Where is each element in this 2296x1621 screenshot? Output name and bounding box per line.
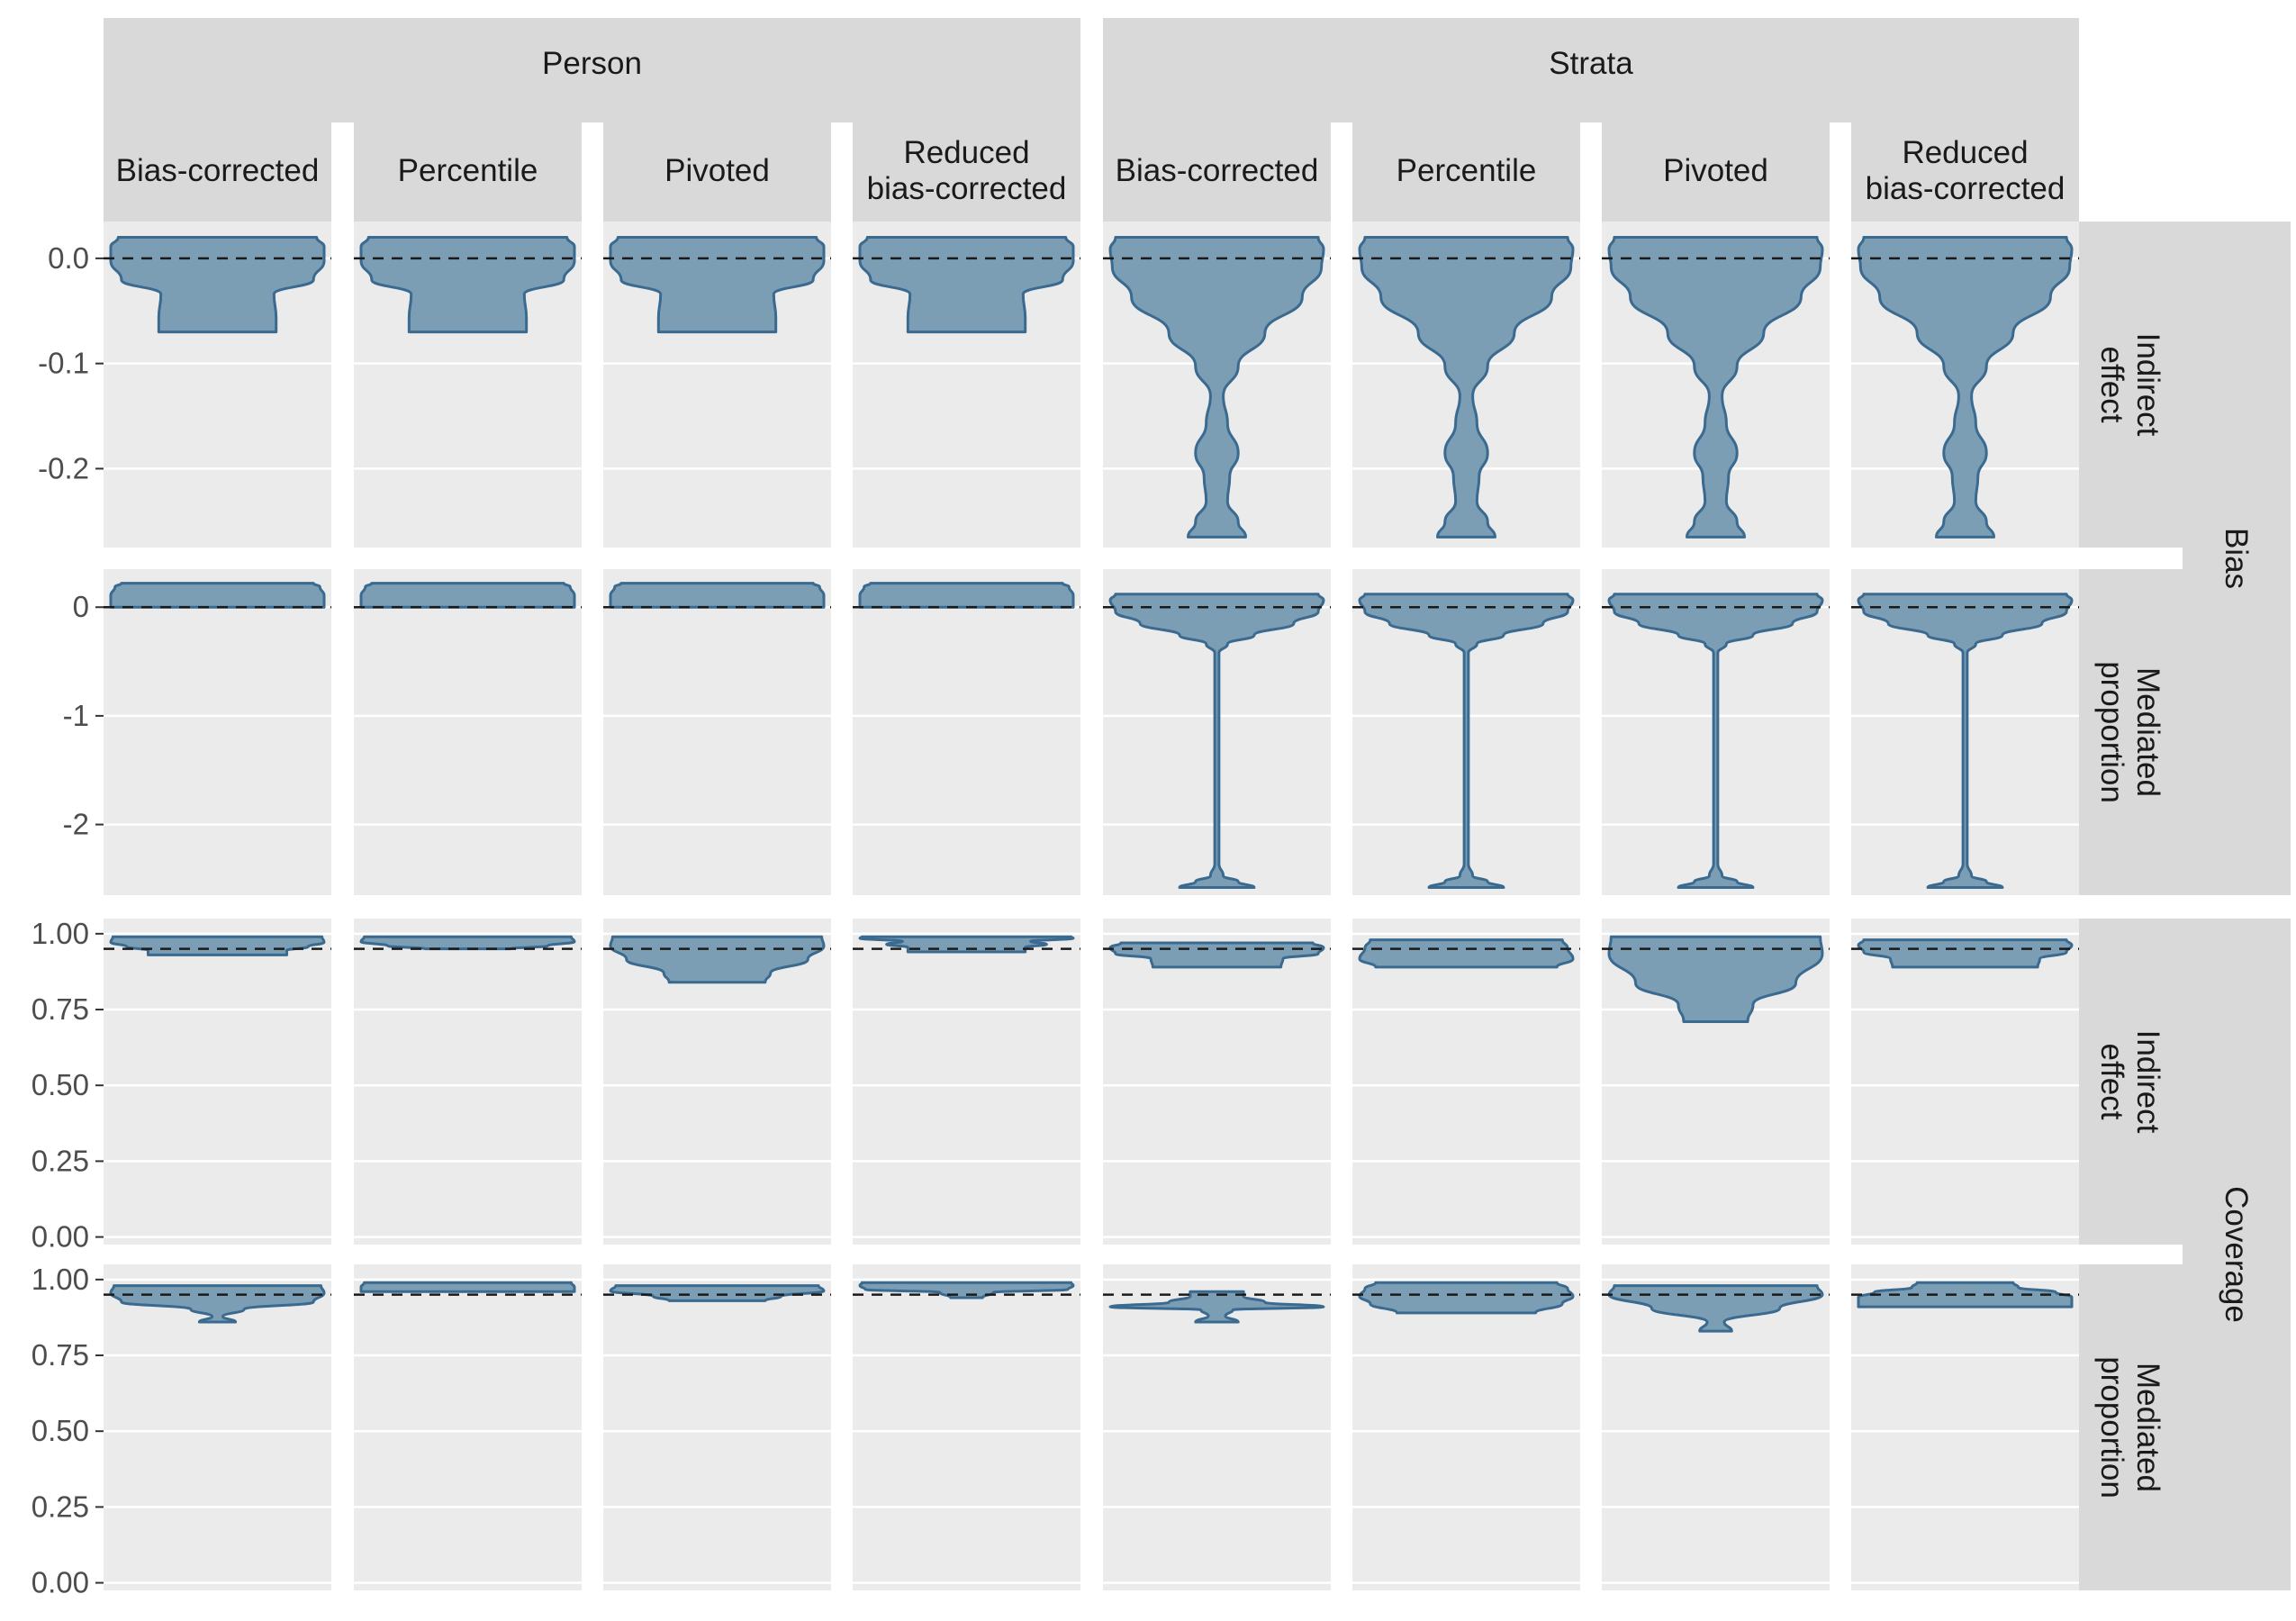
violin bbox=[609, 1284, 826, 1302]
violin bbox=[359, 236, 576, 334]
method-strip bbox=[603, 119, 831, 222]
violin bbox=[1108, 236, 1325, 539]
violin bbox=[858, 582, 1075, 609]
violin bbox=[1108, 593, 1325, 890]
method-strip bbox=[354, 119, 582, 222]
y-tick-label: 0.25 bbox=[32, 1144, 89, 1177]
violin bbox=[609, 236, 826, 334]
row-group-label: Coverage bbox=[2219, 1186, 2254, 1323]
y-tick-label: -1 bbox=[63, 699, 89, 732]
panel-background bbox=[1851, 919, 2079, 1245]
y-tick-label: 0.00 bbox=[32, 1220, 89, 1254]
violin bbox=[109, 582, 326, 609]
violin bbox=[858, 1281, 1075, 1300]
method-label: Percentile bbox=[1397, 153, 1537, 188]
y-tick-label: 0.0 bbox=[48, 241, 89, 275]
violin bbox=[1358, 938, 1575, 969]
violin bbox=[1607, 935, 1824, 1023]
violin bbox=[1857, 938, 2074, 969]
violin bbox=[858, 236, 1075, 334]
panel-background bbox=[603, 569, 831, 895]
y-tick-label: 0.75 bbox=[32, 992, 89, 1026]
y-tick-label: 0.25 bbox=[32, 1490, 89, 1523]
violin bbox=[1607, 593, 1824, 890]
panel-background bbox=[1103, 919, 1331, 1245]
method-label: Bias-corrected bbox=[1116, 153, 1319, 188]
panel-background bbox=[853, 1264, 1080, 1590]
col-group-strip bbox=[104, 18, 1080, 122]
method-strip bbox=[1352, 119, 1580, 222]
violin bbox=[1358, 236, 1575, 539]
method-strip bbox=[104, 119, 331, 222]
row-group-strip bbox=[2183, 222, 2291, 895]
y-tick-label: 1.00 bbox=[32, 917, 89, 950]
violin bbox=[1358, 1281, 1575, 1315]
row-strip bbox=[2078, 222, 2183, 548]
violin bbox=[359, 1281, 576, 1293]
panel-background bbox=[853, 919, 1080, 1245]
method-strip bbox=[1103, 119, 1331, 222]
violin bbox=[1607, 1284, 1824, 1333]
method-strip bbox=[1851, 119, 2079, 222]
method-strip bbox=[853, 119, 1080, 222]
y-tick-label: -0.1 bbox=[38, 347, 89, 380]
row-group-strip bbox=[2183, 919, 2291, 1590]
row-strip bbox=[2078, 919, 2183, 1245]
col-group-label: Person bbox=[542, 46, 642, 81]
violin bbox=[359, 935, 576, 951]
method-label: Pivoted bbox=[1663, 153, 1768, 188]
panel-background bbox=[104, 569, 331, 895]
violin bbox=[609, 582, 826, 609]
panel-background bbox=[1352, 919, 1580, 1245]
y-tick-label: 0.00 bbox=[32, 1566, 89, 1599]
violin bbox=[109, 236, 326, 334]
row-strip bbox=[2078, 569, 2183, 895]
method-label: Reduced bias-corrected bbox=[867, 135, 1067, 206]
y-tick-label: 1.00 bbox=[32, 1263, 89, 1296]
panel-background bbox=[853, 569, 1080, 895]
row-group-label: Bias bbox=[2219, 528, 2254, 589]
y-tick-label: -0.2 bbox=[38, 451, 89, 484]
panel-background bbox=[354, 1264, 582, 1590]
panel-background bbox=[354, 919, 582, 1245]
violin bbox=[1607, 236, 1824, 539]
violin bbox=[1108, 1290, 1325, 1324]
row-label: Indirecteffect bbox=[2094, 1030, 2165, 1134]
violin bbox=[1358, 593, 1575, 890]
panel-background bbox=[354, 569, 582, 895]
violin bbox=[1857, 593, 2074, 890]
y-tick-label: 0.50 bbox=[32, 1414, 89, 1447]
col-group-strip bbox=[1103, 18, 2079, 122]
violin bbox=[1857, 236, 2074, 539]
method-label: Bias-corrected bbox=[116, 153, 320, 188]
method-label: Pivoted bbox=[664, 153, 770, 188]
col-group-label: Strata bbox=[1549, 46, 1633, 81]
panel-background bbox=[1851, 1264, 2079, 1590]
method-label: Reduced bias-corrected bbox=[1866, 135, 2065, 206]
method-strip bbox=[1602, 119, 1830, 222]
method-label: Percentile bbox=[398, 153, 538, 188]
y-tick-label: 0.50 bbox=[32, 1068, 89, 1101]
row-strip bbox=[2078, 1264, 2183, 1590]
row-label: Mediatedproportion bbox=[2094, 661, 2165, 803]
panel-background bbox=[1352, 1264, 1580, 1590]
row-label: Indirecteffect bbox=[2094, 333, 2165, 437]
row-label: Mediatedproportion bbox=[2094, 1356, 2165, 1499]
panel-background bbox=[603, 1264, 831, 1590]
y-tick-label: 0.75 bbox=[32, 1338, 89, 1372]
y-tick-label: 0 bbox=[73, 590, 89, 623]
violin bbox=[359, 582, 576, 609]
panel-background bbox=[104, 919, 331, 1245]
y-tick-label: -2 bbox=[63, 808, 89, 841]
